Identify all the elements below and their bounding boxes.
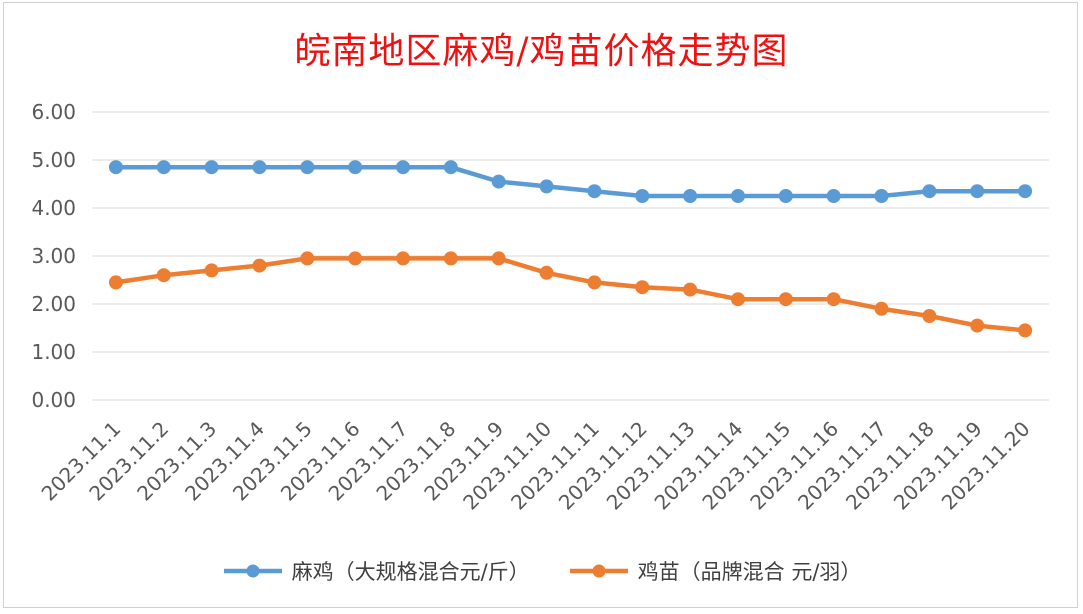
- data-point: [108, 275, 123, 290]
- data-point: [922, 184, 937, 199]
- y-tick-label: 5.00: [31, 148, 76, 172]
- data-point: [587, 275, 602, 290]
- data-point: [443, 160, 458, 175]
- data-point: [970, 184, 985, 199]
- data-point: [826, 292, 841, 307]
- data-point: [348, 160, 363, 175]
- data-point: [730, 292, 745, 307]
- data-point: [683, 189, 698, 203]
- data-point: [730, 189, 745, 203]
- data-point: [204, 263, 219, 278]
- series-line: [113, 256, 1028, 333]
- data-point: [396, 160, 411, 175]
- data-point: [539, 265, 554, 280]
- legend-label: 鸡苗（品牌混合 元/羽）: [637, 560, 862, 584]
- data-point: [778, 292, 793, 307]
- data-point: [491, 251, 506, 266]
- data-point: [204, 160, 219, 175]
- data-point: [443, 251, 458, 266]
- data-point: [826, 189, 841, 203]
- data-point: [491, 174, 506, 189]
- data-point: [587, 184, 602, 199]
- data-point: [108, 160, 123, 175]
- data-point: [1018, 323, 1033, 338]
- data-point: [252, 160, 267, 175]
- data-point: [539, 179, 554, 194]
- data-point: [348, 251, 363, 266]
- y-tick-label: 2.00: [31, 292, 76, 316]
- data-point: [970, 318, 985, 333]
- data-point: [156, 268, 171, 283]
- series-line: [113, 164, 1028, 199]
- data-point: [300, 160, 315, 175]
- legend-swatch: [223, 564, 282, 578]
- y-tick-label: 4.00: [31, 196, 76, 220]
- data-point: [252, 258, 267, 273]
- legend-label: 麻鸡（大规格混合元/斤）: [291, 560, 530, 584]
- data-point: [874, 189, 889, 203]
- y-tick-label: 3.00: [31, 244, 76, 268]
- data-point: [874, 301, 889, 316]
- legend-item: 麻鸡（大规格混合元/斤）: [222, 556, 530, 586]
- legend: 麻鸡（大规格混合元/斤） 鸡苗（品牌混合 元/羽）: [0, 556, 1083, 586]
- legend-swatch: [569, 564, 628, 578]
- legend-swatch-marker: [246, 564, 260, 578]
- y-tick-label: 0.00: [31, 388, 76, 412]
- y-tick-label: 6.00: [31, 100, 76, 124]
- data-point: [300, 251, 315, 266]
- data-point: [778, 189, 793, 203]
- data-point: [396, 251, 411, 266]
- data-point: [683, 282, 698, 297]
- data-point: [1018, 184, 1033, 199]
- y-tick-label: 1.00: [31, 340, 76, 364]
- chart-frame: [3, 2, 1078, 608]
- legend-item: 鸡苗（品牌混合 元/羽）: [568, 556, 862, 586]
- data-point: [922, 309, 937, 323]
- data-point: [156, 160, 171, 175]
- data-point: [635, 189, 650, 203]
- legend-swatch-marker: [592, 564, 606, 578]
- data-point: [635, 280, 650, 295]
- chart-title: 皖南地区麻鸡/鸡苗价格走势图: [294, 31, 789, 72]
